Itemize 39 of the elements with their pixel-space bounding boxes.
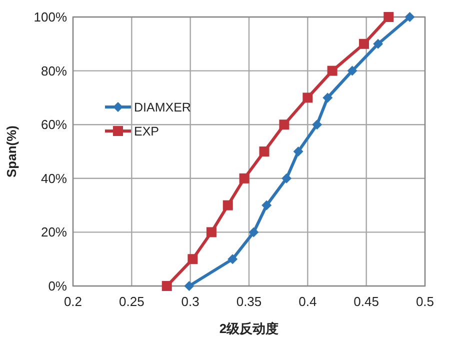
point bbox=[188, 254, 198, 264]
y-tick-label: 60% bbox=[40, 117, 68, 132]
x-axis-title: 2级反动度 bbox=[219, 321, 279, 336]
y-tick-label: 80% bbox=[40, 63, 68, 78]
point bbox=[184, 281, 194, 291]
point bbox=[327, 66, 338, 76]
point bbox=[279, 120, 290, 130]
point bbox=[404, 12, 415, 22]
x-tick-label: 0.45 bbox=[354, 294, 379, 309]
point bbox=[302, 92, 313, 103]
point bbox=[262, 200, 272, 210]
point bbox=[206, 227, 216, 238]
point bbox=[347, 66, 358, 76]
x-tick-label: 0.4 bbox=[298, 294, 317, 309]
point bbox=[282, 173, 292, 184]
point bbox=[228, 254, 238, 264]
point bbox=[384, 12, 394, 22]
y-axis-title: Span(%) bbox=[4, 126, 19, 178]
y-tick-label: 40% bbox=[40, 170, 68, 186]
point bbox=[322, 92, 333, 103]
x-tick-label: 0.35 bbox=[236, 294, 262, 309]
x-tick-label: 0.2 bbox=[64, 294, 82, 309]
x-tick-label: 0.25 bbox=[119, 294, 144, 309]
x-tick-label: 0.3 bbox=[181, 294, 200, 309]
legend-label: DIAMXER bbox=[134, 100, 191, 114]
point bbox=[162, 281, 172, 291]
point bbox=[358, 38, 369, 49]
legend-label: EXP bbox=[134, 124, 160, 138]
x-tick-label: 0.5 bbox=[416, 294, 434, 309]
point bbox=[259, 146, 270, 156]
point bbox=[373, 38, 384, 49]
y-tick-label: 100% bbox=[34, 10, 68, 24]
point bbox=[312, 120, 322, 130]
y-tick-label: 0% bbox=[48, 278, 68, 294]
point bbox=[293, 146, 304, 156]
point bbox=[239, 173, 250, 184]
y-tick-label: 20% bbox=[40, 224, 68, 240]
point bbox=[248, 227, 259, 238]
point bbox=[222, 200, 233, 210]
